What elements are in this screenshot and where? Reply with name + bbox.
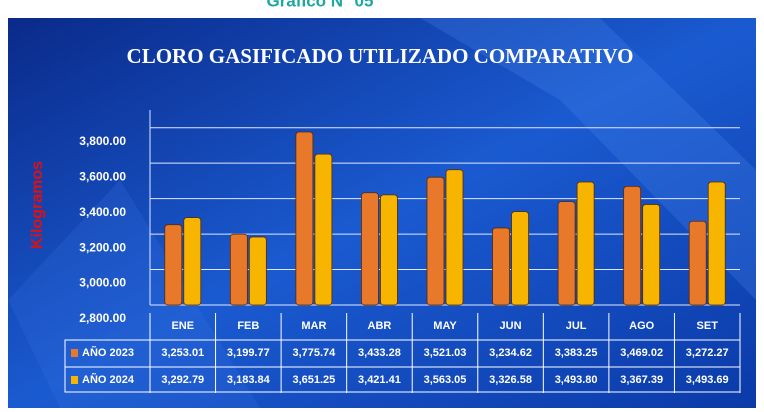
y-tick-label: 3,600.00: [79, 169, 126, 183]
bar: [380, 195, 397, 305]
table-cell: 3,292.79: [161, 374, 204, 386]
table-cell: 3,383.25: [555, 347, 598, 359]
y-axis-label: Kilogramos: [29, 161, 46, 249]
bar: [230, 234, 247, 305]
bar: [361, 193, 378, 305]
bar: [624, 186, 641, 305]
y-tick-label: 3,200.00: [79, 240, 126, 254]
x-tick-label: MAY: [433, 320, 457, 332]
y-tick-label: 3,000.00: [79, 276, 126, 290]
bar: [708, 182, 725, 305]
table-cell: 3,775.74: [292, 347, 336, 359]
table-cell: 3,521.03: [424, 347, 467, 359]
x-tick-label: AGO: [629, 320, 655, 332]
bar: [315, 154, 332, 305]
y-tick-label: 3,400.00: [79, 205, 126, 219]
bar: [493, 228, 510, 305]
table-cell: 3,421.41: [358, 374, 401, 386]
bar: [165, 225, 182, 305]
x-tick-label: JUN: [500, 320, 522, 332]
bar: [446, 170, 463, 305]
bar: [643, 204, 660, 305]
bar: [577, 182, 594, 305]
bar: [689, 221, 706, 305]
y-tick-label: 3,800.00: [79, 134, 126, 148]
x-tick-label: ABR: [368, 320, 392, 332]
x-tick-label: MAR: [301, 320, 326, 332]
legend-swatch: [71, 376, 78, 384]
x-tick-label: FEB: [237, 320, 259, 332]
table-cell: 3,234.62: [489, 347, 532, 359]
table-cell: 3,433.28: [358, 347, 401, 359]
x-tick-label: SET: [697, 320, 719, 332]
table-cell: 3,326.58: [489, 374, 532, 386]
table-cell: 3,183.84: [227, 374, 271, 386]
table-cell: 3,272.27: [686, 347, 729, 359]
table-cell: 3,469.02: [620, 347, 663, 359]
table-cell: 3,651.25: [292, 374, 335, 386]
chart-title: CLORO GASIFICADO UTILIZADO COMPARATIVO: [127, 44, 634, 68]
table-cell: 3,199.77: [227, 347, 270, 359]
x-tick-label: JUL: [566, 320, 587, 332]
legend-label: AÑO 2023: [82, 346, 134, 359]
bar: [427, 177, 444, 305]
bar: [296, 132, 313, 305]
caption: Gráfico N° 05: [267, 0, 374, 10]
bar: [249, 237, 266, 305]
bar: [512, 212, 529, 305]
bar: [184, 218, 201, 305]
x-tick-label: ENE: [171, 320, 194, 332]
table-cell: 3,563.05: [424, 374, 467, 386]
bar: [558, 202, 575, 305]
table-cell: 3,253.01: [161, 347, 204, 359]
y-tick-label: 2,800.00: [79, 311, 126, 325]
table-cell: 3,493.80: [555, 374, 598, 386]
chart: Gráfico N° 05 CLORO GASIFICADO UTILIZADO…: [0, 0, 764, 412]
table-cell: 3,367.39: [620, 374, 663, 386]
legend-label: AÑO 2024: [82, 373, 135, 386]
table-cell: 3,493.69: [686, 374, 729, 386]
legend-swatch: [71, 349, 78, 357]
